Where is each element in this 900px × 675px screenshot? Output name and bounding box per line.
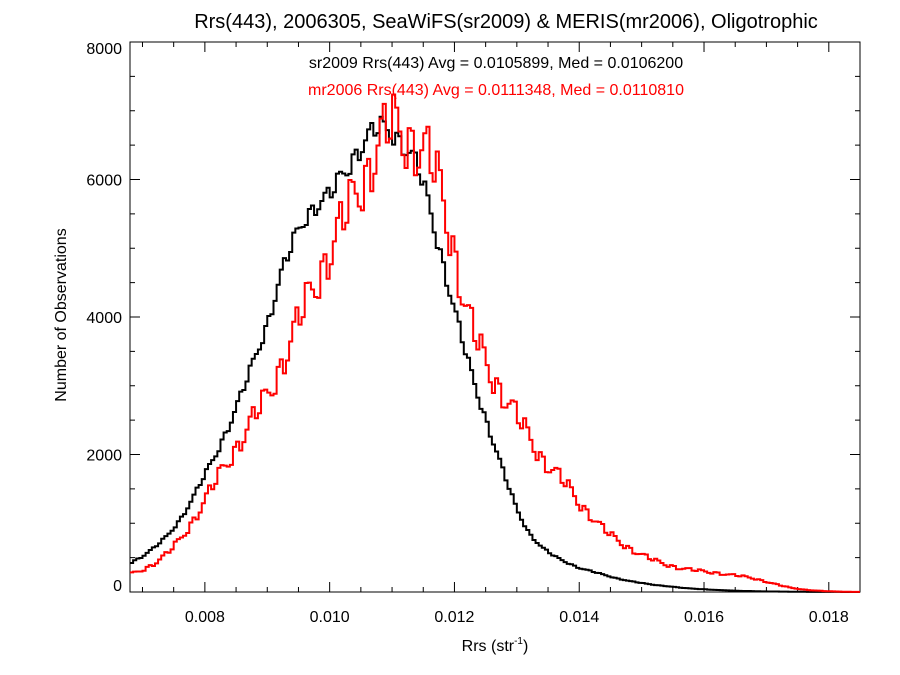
x-axis-label-superscript: -1 — [514, 636, 523, 647]
x-axis-label: Rrs (str-1) — [462, 636, 529, 655]
y-tick-label: 8000 — [86, 41, 122, 58]
x-tick-label: 0.018 — [809, 609, 849, 626]
y-axis-label: Number of Observations — [53, 228, 70, 401]
x-tick-label: 0.016 — [684, 609, 724, 626]
x-tick-label: 0.008 — [185, 609, 225, 626]
y-tick-label: 6000 — [86, 173, 122, 190]
y-tick-label: 0 — [113, 578, 122, 595]
x-axis: 0.008 0.010 0.012 0.014 0.016 0.018 — [141, 42, 861, 626]
legend-annotation-sr2009: sr2009 Rrs(443) Avg = 0.0105899, Med = 0… — [309, 55, 683, 72]
y-tick-label: 2000 — [86, 448, 122, 465]
y-tick-label: 4000 — [86, 310, 122, 327]
y-axis: 0 2000 4000 6000 8000 — [86, 41, 860, 595]
series-sr2009-histogram — [130, 115, 860, 593]
legend-annotation-mr2006: mr2006 Rrs(443) Avg = 0.0111348, Med = 0… — [308, 82, 684, 99]
x-axis-label-end: ) — [523, 638, 528, 655]
x-axis-label-main: Rrs (str — [462, 638, 515, 655]
plot-frame — [129, 41, 861, 593]
series-layer — [130, 93, 860, 593]
series-mr2006-histogram — [130, 93, 860, 593]
x-tick-label: 0.010 — [310, 609, 350, 626]
x-tick-label: 0.012 — [434, 609, 474, 626]
x-tick-label: 0.014 — [559, 609, 599, 626]
chart-title: Rrs(443), 2006305, SeaWiFS(sr2009) & MER… — [194, 11, 818, 33]
